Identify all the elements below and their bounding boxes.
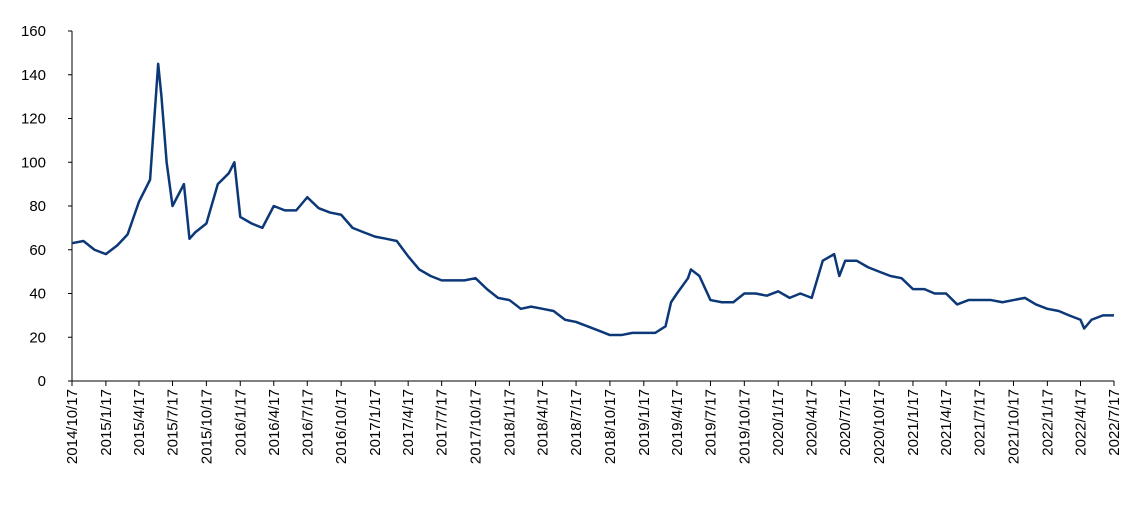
y-tick-label: 60 xyxy=(29,242,46,259)
x-tick-label: 2021/1/17 xyxy=(905,389,922,456)
y-tick-label: 80 xyxy=(29,198,46,215)
y-tick-label: 160 xyxy=(21,23,46,40)
x-tick-label: 2015/4/17 xyxy=(131,389,148,456)
x-tick-label: 2016/10/17 xyxy=(333,389,350,464)
y-tick-label: 100 xyxy=(21,154,46,171)
x-tick-label: 2015/1/17 xyxy=(98,389,115,456)
x-tick-label: 2015/10/17 xyxy=(198,389,215,464)
x-tick-label: 2017/4/17 xyxy=(400,389,417,456)
x-tick-label: 2018/10/17 xyxy=(602,389,619,464)
x-tick-label: 2017/7/17 xyxy=(434,389,451,456)
x-tick-label: 2022/1/17 xyxy=(1039,389,1056,456)
y-tick-label: 0 xyxy=(38,373,46,390)
x-tick-label: 2019/10/17 xyxy=(736,389,753,464)
x-tick-label: 2019/1/17 xyxy=(636,389,653,456)
x-tick-label: 2018/4/17 xyxy=(535,389,552,456)
x-tick-label: 2021/4/17 xyxy=(938,389,955,456)
x-tick-label: 2016/4/17 xyxy=(266,389,283,456)
x-tick-label: 2018/7/17 xyxy=(568,389,585,456)
x-tick-label: 2017/10/17 xyxy=(468,389,485,464)
x-tick-label: 2015/7/17 xyxy=(165,389,182,456)
x-tick-label: 2022/4/17 xyxy=(1072,389,1089,456)
x-tick-label: 2020/4/17 xyxy=(804,389,821,456)
x-tick-label: 2020/10/17 xyxy=(871,389,888,464)
y-tick-label: 140 xyxy=(21,67,46,84)
y-tick-label: 40 xyxy=(29,286,46,303)
x-tick-label: 2021/10/17 xyxy=(1005,389,1022,464)
y-tick-label: 120 xyxy=(21,111,46,128)
x-tick-label: 2020/1/17 xyxy=(770,389,787,456)
x-tick-label: 2019/7/17 xyxy=(702,389,719,456)
x-tick-label: 2018/1/17 xyxy=(501,389,518,456)
x-tick-label: 2017/1/17 xyxy=(367,389,384,456)
x-tick-label: 2016/7/17 xyxy=(299,389,316,456)
x-tick-label: 2016/1/17 xyxy=(232,389,249,456)
y-tick-label: 20 xyxy=(29,329,46,346)
x-tick-label: 2022/7/17 xyxy=(1106,389,1123,456)
x-tick-label: 2014/10/17 xyxy=(64,389,81,464)
x-tick-label: 2021/7/17 xyxy=(972,389,989,456)
x-tick-label: 2020/7/17 xyxy=(837,389,854,456)
x-tick-label: 2019/4/17 xyxy=(669,389,686,456)
line-series xyxy=(71,62,1114,337)
